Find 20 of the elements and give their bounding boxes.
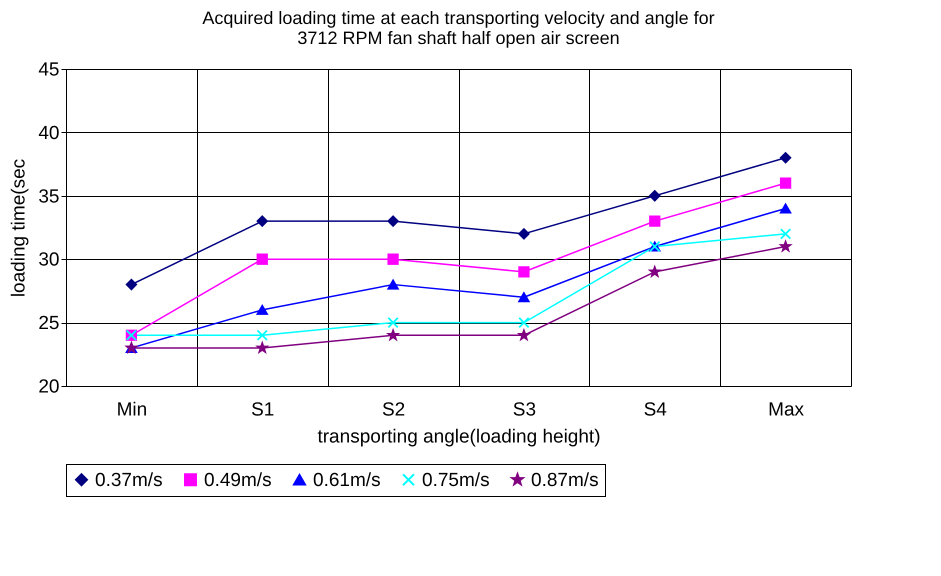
y-tick-label: 35: [38, 186, 60, 208]
x-tick-label: S4: [644, 400, 668, 420]
legend-label: 0.49m/s: [204, 470, 272, 491]
x-axis-title: transporting angle(loading height): [317, 426, 601, 448]
legend-label: 0.37m/s: [95, 470, 163, 491]
y-tick-label: 20: [38, 376, 60, 398]
x-tick-label: S1: [251, 400, 274, 420]
chart-title: Acquired loading time at each transporting velocity and angle for 3712 RPM fan shaft half open air screen: [202, 8, 715, 48]
x-tick-label: Min: [116, 400, 148, 420]
y-tick-label: 45: [38, 60, 60, 80]
y-tick-label: 25: [38, 313, 60, 334]
x-tick-label: Max: [768, 400, 805, 420]
x-tick-label: S2: [382, 400, 406, 420]
legend-label: 0.87m/s: [531, 470, 599, 491]
x-tick-label: S3: [512, 400, 536, 420]
legend-label: 0.61m/s: [313, 470, 381, 491]
y-axis-title: loading time(sec: [8, 158, 30, 298]
y-tick-label: 40: [38, 122, 60, 144]
y-tick-label: 30: [38, 250, 60, 271]
legend-label: 0.75m/s: [422, 470, 490, 491]
